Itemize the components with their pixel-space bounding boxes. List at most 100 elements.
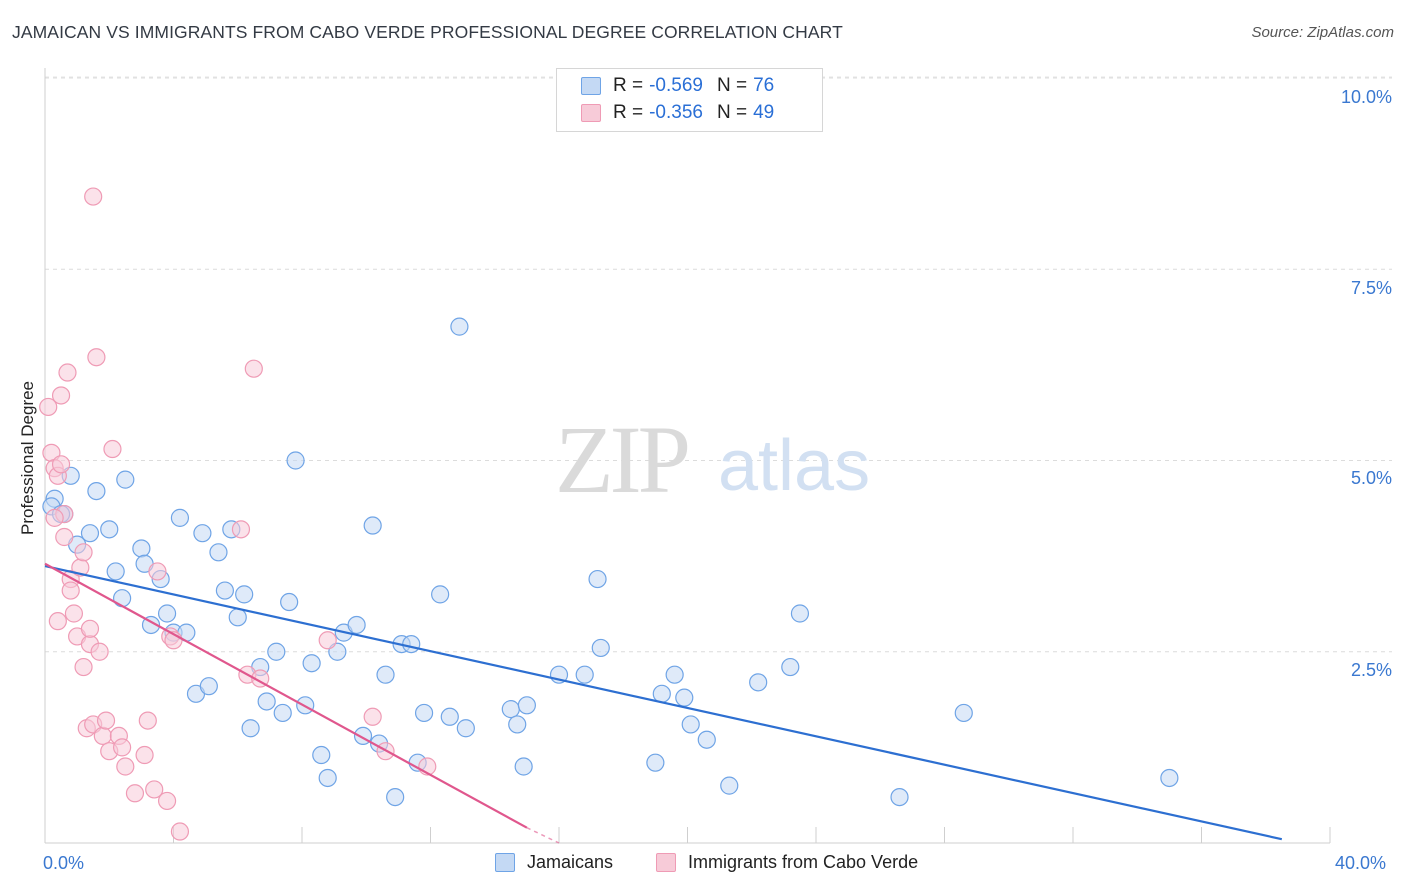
cabo-verde-point bbox=[157, 791, 177, 811]
cabo-verde-point bbox=[74, 543, 93, 562]
jamaican-point bbox=[257, 692, 276, 711]
cabo-verde-point bbox=[61, 581, 80, 600]
legend-swatch-blue bbox=[581, 77, 601, 95]
jamaican-point bbox=[215, 581, 234, 600]
cabo-verde-point bbox=[116, 757, 135, 776]
jamaican-point bbox=[280, 592, 299, 612]
cabo-verde-point bbox=[318, 631, 337, 650]
cabo-verde-point bbox=[148, 562, 167, 581]
legend-row-jamaicans: R = -0.569 N = 76 bbox=[581, 73, 774, 99]
jamaican-point bbox=[890, 787, 909, 807]
jamaican-point bbox=[508, 715, 527, 734]
jamaican-point bbox=[681, 715, 700, 734]
cabo-verde-point bbox=[170, 822, 190, 841]
series-label: Immigrants from Cabo Verde bbox=[688, 852, 919, 872]
cabo-verde-point bbox=[51, 455, 71, 474]
jamaican-point bbox=[790, 604, 810, 623]
y-tick-7-5: 7.5% bbox=[1350, 278, 1392, 298]
jamaican-point bbox=[1160, 768, 1179, 788]
jamaican-point bbox=[363, 516, 382, 535]
legend-r-value: -0.356 bbox=[649, 102, 703, 123]
chart-title: JAMAICAN VS IMMIGRANTS FROM CABO VERDE P… bbox=[12, 22, 843, 42]
jamaican-point bbox=[749, 673, 768, 692]
cabo-verde-point bbox=[64, 604, 84, 623]
cabo-verde-point bbox=[231, 520, 251, 539]
jamaican-point bbox=[302, 654, 321, 673]
jamaican-point bbox=[116, 470, 135, 489]
cabo-verde-point bbox=[93, 726, 112, 746]
cabo-verde-point bbox=[145, 780, 164, 799]
watermark-zip: ZIP bbox=[555, 406, 688, 513]
cabo-verde-point bbox=[84, 187, 103, 206]
jamaican-point bbox=[665, 665, 684, 684]
jamaican-point bbox=[267, 642, 286, 661]
jamaican-point bbox=[286, 451, 305, 470]
jamaican-point bbox=[588, 569, 607, 589]
cabo-verde-point bbox=[138, 711, 157, 730]
cabo-verde-point bbox=[39, 397, 58, 417]
cabo-verde-trend-extension bbox=[526, 827, 560, 844]
jamaican-point bbox=[514, 757, 533, 776]
jamaican-trend-line bbox=[44, 564, 1283, 841]
cabo-verde-point bbox=[45, 508, 64, 527]
cabo-verde-trend-line bbox=[44, 562, 528, 829]
jamaican-point bbox=[228, 608, 247, 627]
jamaican-point bbox=[652, 684, 671, 703]
legend-n-value: 76 bbox=[753, 75, 775, 96]
jamaican-point bbox=[87, 482, 106, 501]
jamaican-point bbox=[132, 539, 151, 558]
jamaican-point bbox=[106, 562, 125, 581]
jamaican-point bbox=[209, 543, 228, 562]
legend-swatch-pink bbox=[581, 104, 601, 122]
x-tick-0: 0.0% bbox=[43, 853, 85, 873]
jamaican-point bbox=[456, 719, 475, 738]
jamaican-point bbox=[450, 317, 469, 336]
legend-r-value: -0.569 bbox=[649, 75, 703, 96]
data-points bbox=[39, 187, 1179, 841]
jamaican-point bbox=[646, 753, 665, 772]
cabo-verde-point bbox=[112, 738, 132, 757]
jamaican-point bbox=[193, 524, 212, 543]
jamaican-point bbox=[376, 665, 395, 684]
jamaican-point bbox=[318, 768, 337, 788]
jamaican-point bbox=[517, 696, 536, 715]
cabo-verde-point bbox=[244, 359, 263, 378]
jamaican-point bbox=[501, 700, 520, 719]
cabo-verde-point bbox=[135, 745, 154, 765]
cabo-verde-point bbox=[90, 642, 109, 661]
cabo-verde-point bbox=[80, 619, 100, 638]
legend-r-label: R = bbox=[613, 75, 644, 96]
jamaican-point bbox=[386, 787, 405, 807]
jamaican-point bbox=[781, 657, 800, 677]
jamaican-point bbox=[199, 677, 218, 696]
series-legend-jamaicans: Jamaicans bbox=[495, 852, 613, 873]
jamaican-point bbox=[591, 638, 610, 658]
cabo-verde-point bbox=[58, 363, 77, 382]
cabo-verde-point bbox=[363, 707, 382, 726]
series-swatch-blue bbox=[495, 853, 515, 872]
y-tick-5: 5.0% bbox=[1350, 468, 1392, 488]
jamaican-point bbox=[402, 634, 421, 654]
jamaican-point bbox=[431, 585, 450, 604]
jamaican-point bbox=[697, 730, 716, 749]
jamaican-point bbox=[80, 524, 100, 543]
jamaican-point bbox=[720, 776, 739, 795]
cabo-verde-point bbox=[96, 711, 116, 730]
series-label: Jamaicans bbox=[527, 852, 614, 872]
cabo-verde-point bbox=[55, 527, 74, 547]
jamaican-point bbox=[347, 615, 366, 635]
correlation-legend: R = -0.569 N = 76 R = -0.356 N = 49 bbox=[556, 68, 823, 132]
legend-r-label: R = bbox=[613, 102, 644, 123]
jamaican-point bbox=[170, 508, 190, 527]
jamaican-point bbox=[954, 703, 973, 723]
series-swatch-pink bbox=[656, 853, 676, 872]
jamaican-point bbox=[273, 703, 292, 723]
jamaican-point bbox=[235, 585, 254, 604]
legend-n-label: N = bbox=[716, 75, 748, 96]
cabo-verde-point bbox=[51, 386, 71, 405]
y-tick-2-5: 2.5% bbox=[1350, 660, 1392, 680]
cabo-verde-point bbox=[87, 348, 106, 367]
jamaican-point bbox=[440, 707, 459, 726]
legend-n-label: N = bbox=[716, 102, 748, 123]
